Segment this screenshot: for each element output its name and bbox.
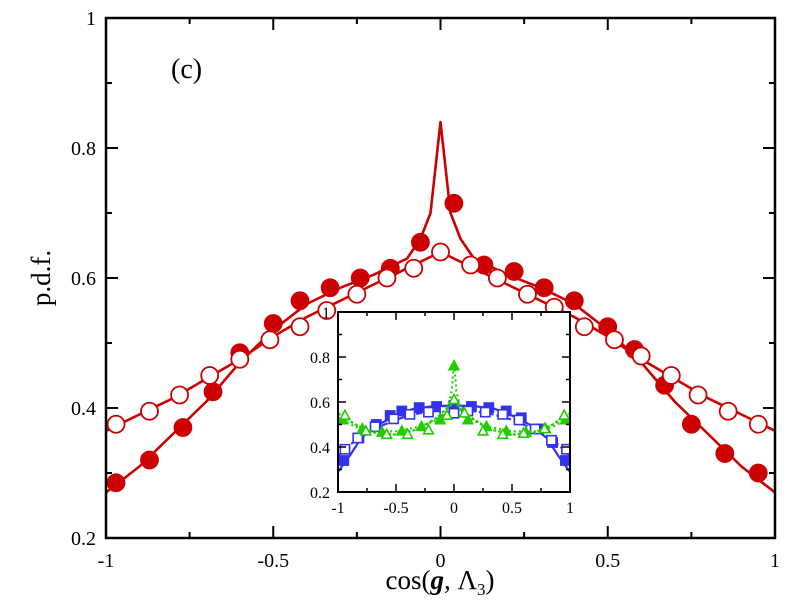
main-x-tick-label: -1 <box>98 550 115 572</box>
main-y-tick-label: 0.4 <box>71 398 96 420</box>
main-series-2-point <box>317 301 337 320</box>
x-axis-label-vector: g <box>429 565 444 595</box>
inset-y-tick-label: 0.6 <box>310 395 330 412</box>
inset-series-4-point <box>401 427 414 440</box>
main-series-1-point <box>564 291 584 311</box>
inset-y-tick-label: 1 <box>322 305 330 322</box>
inset-plot: -1 -0.5 0 0.5 1 0.2 0.4 0.6 0.8 1 <box>310 305 574 517</box>
main-y-tick-label: 1 <box>86 8 96 30</box>
inset-series-2-point <box>479 406 491 418</box>
inset-series-1-point <box>559 455 570 466</box>
main-series-2-point <box>605 330 624 350</box>
main-series-1-point <box>106 473 126 493</box>
inset-x-tick-label: -0.5 <box>383 500 408 517</box>
inset-series-2-point <box>497 408 509 420</box>
main-series-2-point <box>377 268 397 288</box>
inset-series-2-point <box>388 413 400 425</box>
main-series-2-point <box>688 385 708 405</box>
main-series-2-point <box>461 255 481 275</box>
main-series-1-point <box>140 450 159 470</box>
inset-series-2-point <box>339 443 351 455</box>
main-series-1-point <box>263 314 283 333</box>
main-x-tick-label: 1 <box>770 550 780 572</box>
inset-series-4-point <box>496 427 509 440</box>
inset-series-1-point <box>338 455 350 466</box>
main-series-1-point <box>748 463 768 483</box>
main-series-2-point <box>718 401 738 421</box>
main-series-1-point <box>444 193 464 213</box>
main-plot: -1 -0.5 0 0.5 1 0.2 0.4 0.6 0.8 1 <box>71 8 780 572</box>
main-series-2-point <box>661 366 681 385</box>
main-series-2-point <box>170 385 189 405</box>
x-axis-label-suffix: ) <box>486 565 495 595</box>
x-axis-label-subscript: 3 <box>477 580 486 599</box>
main-y-tick-label: 0.6 <box>71 268 96 290</box>
main-series-2-point <box>631 346 651 366</box>
main-x-tick-label: 0 <box>436 550 446 572</box>
inset-x-tick-label: 0.5 <box>502 500 522 517</box>
main-series-1-point <box>411 232 430 252</box>
main-data <box>106 120 775 494</box>
main-series-2-point <box>200 366 220 385</box>
main-series-1-point <box>290 291 310 311</box>
inset-x-tick-label: 1 <box>566 500 574 517</box>
inset-y-tick-label: 0.8 <box>310 350 330 367</box>
main-series-2-point <box>574 317 594 337</box>
y-axis-label: p.d.f. <box>26 250 56 306</box>
x-axis-label-prefix: cos( <box>385 565 430 595</box>
main-series-2-point <box>290 317 310 337</box>
inset-series-3-point <box>447 359 461 371</box>
inset-x-tick-label: 0 <box>450 500 458 517</box>
main-series-2-point <box>106 414 126 434</box>
main-series-1-point <box>173 418 193 437</box>
x-axis-label: cos(g, Λ3) <box>385 565 494 599</box>
main-series-2-point <box>347 284 367 304</box>
inset-series-2-point <box>513 414 525 426</box>
main-series-2-point <box>230 349 250 369</box>
main-series-2-point <box>404 258 424 278</box>
inset-series-4-point <box>422 423 435 435</box>
inset-series-1-point <box>413 402 425 414</box>
inset-series-4-point <box>359 424 373 436</box>
main-x-tick-label: 0.5 <box>595 550 620 572</box>
inset-series-4-point <box>558 408 570 420</box>
inset-y-tick-label: 0.2 <box>310 485 330 502</box>
main-series-1-point <box>203 382 223 402</box>
main-series-1-point <box>681 414 701 434</box>
inset-series-4-point <box>440 408 454 420</box>
inset-y-tick-label: 0.4 <box>310 440 330 457</box>
main-series-1-point <box>504 262 524 281</box>
inset-series-2-point <box>423 406 434 418</box>
inset-series-2-point <box>404 408 416 420</box>
main-series-2-point <box>487 268 507 288</box>
main-series-1-point <box>320 278 340 298</box>
main-series-1-point <box>534 278 554 298</box>
inset-series-4-point <box>380 427 393 440</box>
main-y-tick-label: 0.2 <box>71 528 96 550</box>
main-x-tick-label: -0.5 <box>257 550 289 572</box>
main-series-2-point <box>518 284 537 304</box>
main-series-2-point <box>260 330 280 350</box>
inset-series-4-point <box>517 426 530 438</box>
inset-series-2-point <box>546 434 557 446</box>
panel-label: (c) <box>171 54 202 85</box>
inset-data <box>338 359 570 473</box>
inset-series-4-point <box>458 406 471 418</box>
x-axis-label-sep: , Λ <box>444 565 478 595</box>
inset-series-4-point <box>476 424 490 436</box>
inset-series-4-point <box>447 392 461 405</box>
inset-series-2-point <box>561 443 570 455</box>
inset-series-4-point <box>338 408 352 420</box>
main-y-tick-label: 0.8 <box>71 138 96 160</box>
inset-x-tick-label: -1 <box>331 500 344 517</box>
main-series-1-point <box>715 444 735 463</box>
main-series-2-point <box>140 401 159 421</box>
inset-series-4-point <box>538 422 551 434</box>
main-series-1-point <box>350 268 370 288</box>
main-series-2-point <box>748 414 768 434</box>
inset-series-3-point <box>461 413 475 425</box>
inset-series-2-point <box>369 421 381 433</box>
main-series-2-point <box>431 242 450 262</box>
